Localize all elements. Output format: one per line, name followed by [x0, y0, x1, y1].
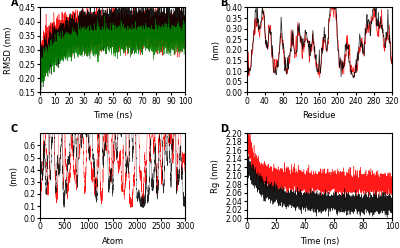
- X-axis label: Time (ns): Time (ns): [300, 237, 339, 246]
- X-axis label: Time (ns): Time (ns): [93, 111, 132, 120]
- Y-axis label: Rg (nm): Rg (nm): [211, 159, 220, 193]
- X-axis label: Residue: Residue: [302, 111, 336, 120]
- Text: C: C: [11, 124, 18, 133]
- X-axis label: Atom: Atom: [102, 237, 124, 246]
- Y-axis label: (nm): (nm): [9, 166, 18, 186]
- Text: A: A: [11, 0, 18, 8]
- Y-axis label: (nm): (nm): [211, 40, 220, 60]
- Y-axis label: RMSD (nm): RMSD (nm): [4, 26, 13, 74]
- Text: D: D: [220, 124, 228, 133]
- Text: B: B: [220, 0, 228, 8]
